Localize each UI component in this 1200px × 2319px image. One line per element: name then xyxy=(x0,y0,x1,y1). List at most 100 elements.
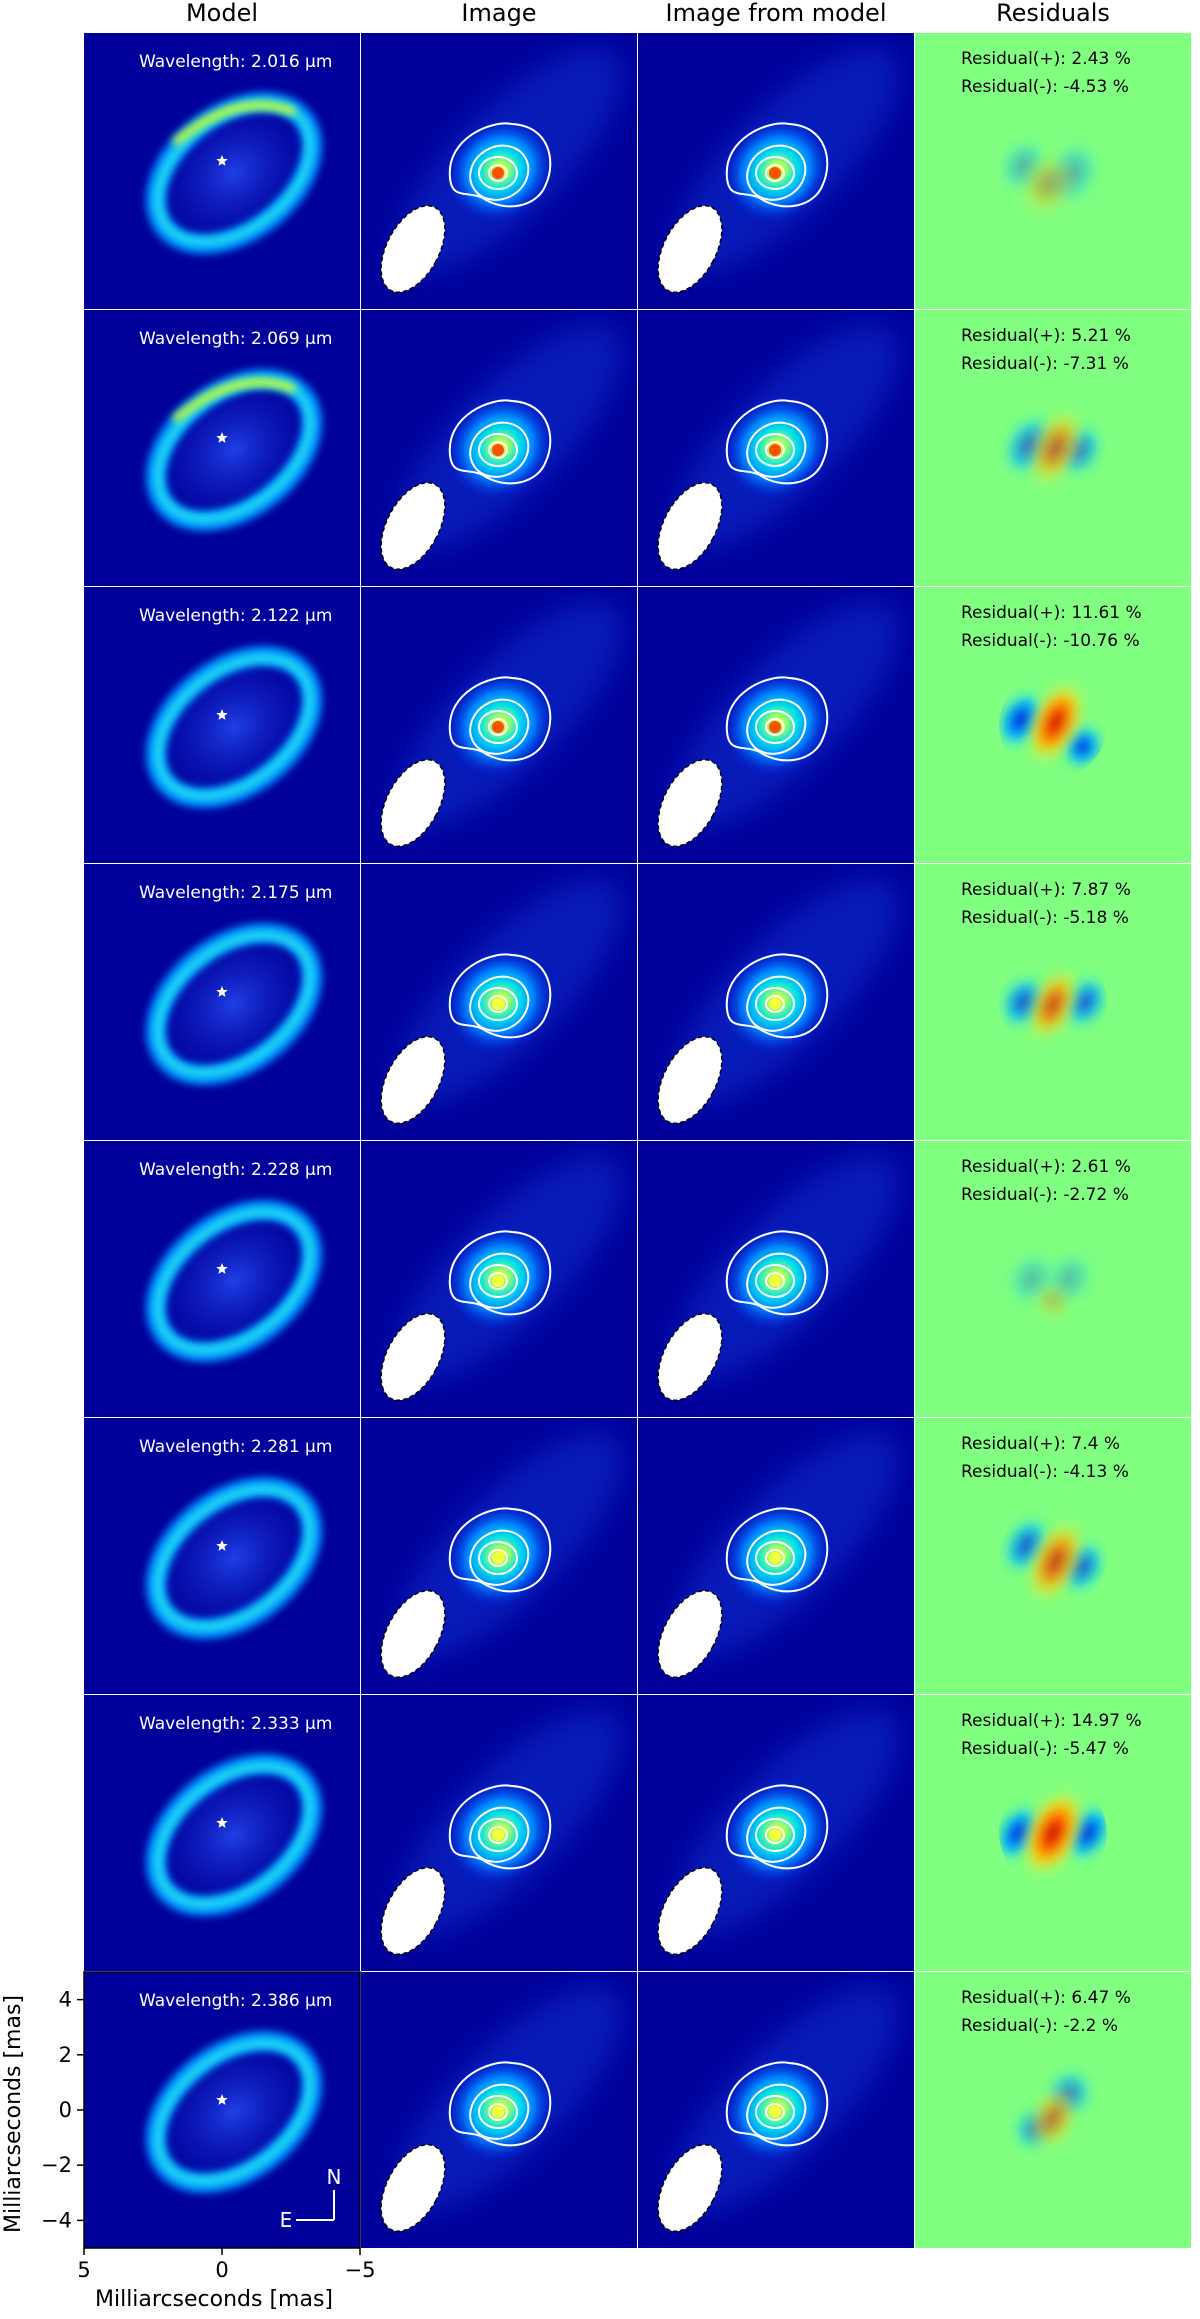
x-tick-label: −5 xyxy=(345,2258,376,2282)
beam-ellipse xyxy=(380,1312,446,1402)
wavelength-label: Wavelength: 2.281 μm xyxy=(139,1437,332,1457)
model-panel: Wavelength: 2.175 μm xyxy=(84,864,360,1140)
image-panel xyxy=(361,587,637,863)
wavelength-label: Wavelength: 2.333 μm xyxy=(139,1714,332,1734)
model-panel: Wavelength: 2.228 μm xyxy=(84,1141,360,1417)
contour-line xyxy=(448,1230,552,1316)
image-panel xyxy=(361,1972,637,2248)
image-panel xyxy=(361,33,637,309)
star-icon xyxy=(216,709,228,720)
residual-panel: Residual(+): 11.61 % Residual(-): -10.76 … xyxy=(915,587,1191,863)
panel-row: Wavelength: 2.386 μm Residual(+): 6.47 %R… xyxy=(84,1972,1191,2248)
beam-ellipse xyxy=(380,2143,446,2233)
residual-positive-label: Residual(+): 2.61 % xyxy=(961,1157,1131,1177)
beam-ellipse xyxy=(380,1035,446,1125)
residual-negative-label: Residual(-): -4.13 % xyxy=(961,1462,1129,1482)
model-panel: Wavelength: 2.386 μm xyxy=(84,1972,360,2248)
panel-row: Wavelength: 2.228 μm Residual(+): 2.61 %R… xyxy=(84,1141,1191,1417)
residual-negative-label: Residual(-): -2.2 % xyxy=(961,2016,1118,2036)
column-header: Model xyxy=(186,0,258,27)
residual-negative-label: Residual(-): -5.18 % xyxy=(961,908,1129,928)
panel-row: Wavelength: 2.016 μm Residual(+): 2.43 %R… xyxy=(84,33,1191,309)
x-axis-label: Milliarcseconds [mas] xyxy=(95,2287,333,2312)
residual-panel: Residual(+): 6.47 % Residual(-): -2.2 % xyxy=(915,1972,1191,2248)
wavelength-label: Wavelength: 2.122 μm xyxy=(139,606,332,626)
beam-ellipse xyxy=(380,758,446,848)
beam-ellipse xyxy=(657,2143,723,2233)
beam-ellipse xyxy=(380,1866,446,1956)
beam-ellipse xyxy=(657,1866,723,1956)
contour-line xyxy=(448,399,552,485)
star-icon xyxy=(216,432,228,443)
contour-line xyxy=(448,1507,552,1593)
star-icon xyxy=(216,155,228,166)
residual-panel: Residual(+): 7.4 % Residual(-): -4.13 % xyxy=(915,1418,1191,1694)
contour-line xyxy=(448,122,552,208)
image-from-model-panel xyxy=(638,1695,914,1971)
residual-positive-label: Residual(+): 2.43 % xyxy=(961,49,1131,69)
beam-ellipse xyxy=(657,1312,723,1402)
contour-line xyxy=(725,953,829,1039)
wavelength-label: Wavelength: 2.175 μm xyxy=(139,883,332,903)
image-panel xyxy=(361,1695,637,1971)
wavelength-label: Wavelength: 2.016 μm xyxy=(139,52,332,72)
beam-ellipse xyxy=(380,1589,446,1679)
contour-line xyxy=(448,2061,552,2147)
panel-row: Wavelength: 2.122 μm Residual(+): 11.61 %… xyxy=(84,587,1191,863)
beam-ellipse xyxy=(657,204,723,294)
image-from-model-panel xyxy=(638,1418,914,1694)
y-axis-label: Milliarcseconds [mas] xyxy=(1,1995,26,2233)
panel-row: Wavelength: 2.069 μm Residual(+): 5.21 %R… xyxy=(84,310,1191,586)
residual-positive-label: Residual(+): 14.97 % xyxy=(961,1711,1142,1731)
image-from-model-panel xyxy=(638,1972,914,2248)
column-header: Image from model xyxy=(665,0,886,27)
model-panel: Wavelength: 2.122 μm xyxy=(84,587,360,863)
image-from-model-panel xyxy=(638,864,914,1140)
x-tick-label: 0 xyxy=(215,2258,228,2282)
panel-grid: Wavelength: 2.016 μm Residual(+): 2.43 %R… xyxy=(84,33,1191,2248)
wavelength-label: Wavelength: 2.069 μm xyxy=(139,329,332,349)
model-panel: Wavelength: 2.016 μm xyxy=(84,33,360,309)
image-from-model-panel xyxy=(638,310,914,586)
contour-line xyxy=(448,1784,552,1870)
star-icon xyxy=(216,2094,228,2105)
beam-ellipse xyxy=(657,1589,723,1679)
residual-positive-label: Residual(+): 11.61 % xyxy=(961,603,1142,623)
image-from-model-panel xyxy=(638,33,914,309)
beam-ellipse xyxy=(380,204,446,294)
column-headers: Model Image Image from model Residuals xyxy=(186,0,1110,27)
residual-negative-label: Residual(-): -5.47 % xyxy=(961,1739,1129,1759)
image-panel xyxy=(361,1418,637,1694)
wavelength-label: Wavelength: 2.228 μm xyxy=(139,1160,332,1180)
contour-line xyxy=(725,676,829,762)
residual-negative-label: Residual(-): -10.76 % xyxy=(961,631,1140,651)
residual-positive-label: Residual(+): 7.87 % xyxy=(961,880,1131,900)
compass-north-label: N xyxy=(327,2165,342,2189)
residual-panel: Residual(+): 2.61 % Residual(-): -2.72 % xyxy=(915,1141,1191,1417)
column-header: Residuals xyxy=(996,0,1110,27)
star-icon xyxy=(216,986,228,997)
contour-line xyxy=(725,2061,829,2147)
y-tick-label: 0 xyxy=(59,2098,72,2122)
wavelength-label: Wavelength: 2.386 μm xyxy=(139,1991,332,2011)
x-tick-label: 5 xyxy=(77,2258,90,2282)
axes: 5 0 −5 4 2 0 −2 −4 Milliarcseconds [mas] Milliarc… xyxy=(1,1971,376,2312)
contour-line xyxy=(725,1230,829,1316)
contour-line xyxy=(725,122,829,208)
residual-positive-label: Residual(+): 6.47 % xyxy=(961,1988,1131,2008)
contour-line xyxy=(725,1507,829,1593)
residual-positive-label: Residual(+): 7.4 % xyxy=(961,1434,1120,1454)
beam-ellipse xyxy=(657,758,723,848)
model-panel: Wavelength: 2.069 μm xyxy=(84,310,360,586)
image-panel xyxy=(361,1141,637,1417)
star-icon xyxy=(216,1540,228,1551)
y-tick-label: 2 xyxy=(59,2043,72,2067)
model-panel: Wavelength: 2.333 μm xyxy=(84,1695,360,1971)
beam-ellipse xyxy=(657,481,723,571)
residual-panel: Residual(+): 2.43 % Residual(-): -4.53 % xyxy=(915,33,1191,309)
compass-east-label: E xyxy=(280,2208,293,2232)
y-tick-label: −4 xyxy=(41,2208,72,2232)
y-tick-label: −2 xyxy=(41,2153,72,2177)
residual-negative-label: Residual(-): -2.72 % xyxy=(961,1185,1129,1205)
